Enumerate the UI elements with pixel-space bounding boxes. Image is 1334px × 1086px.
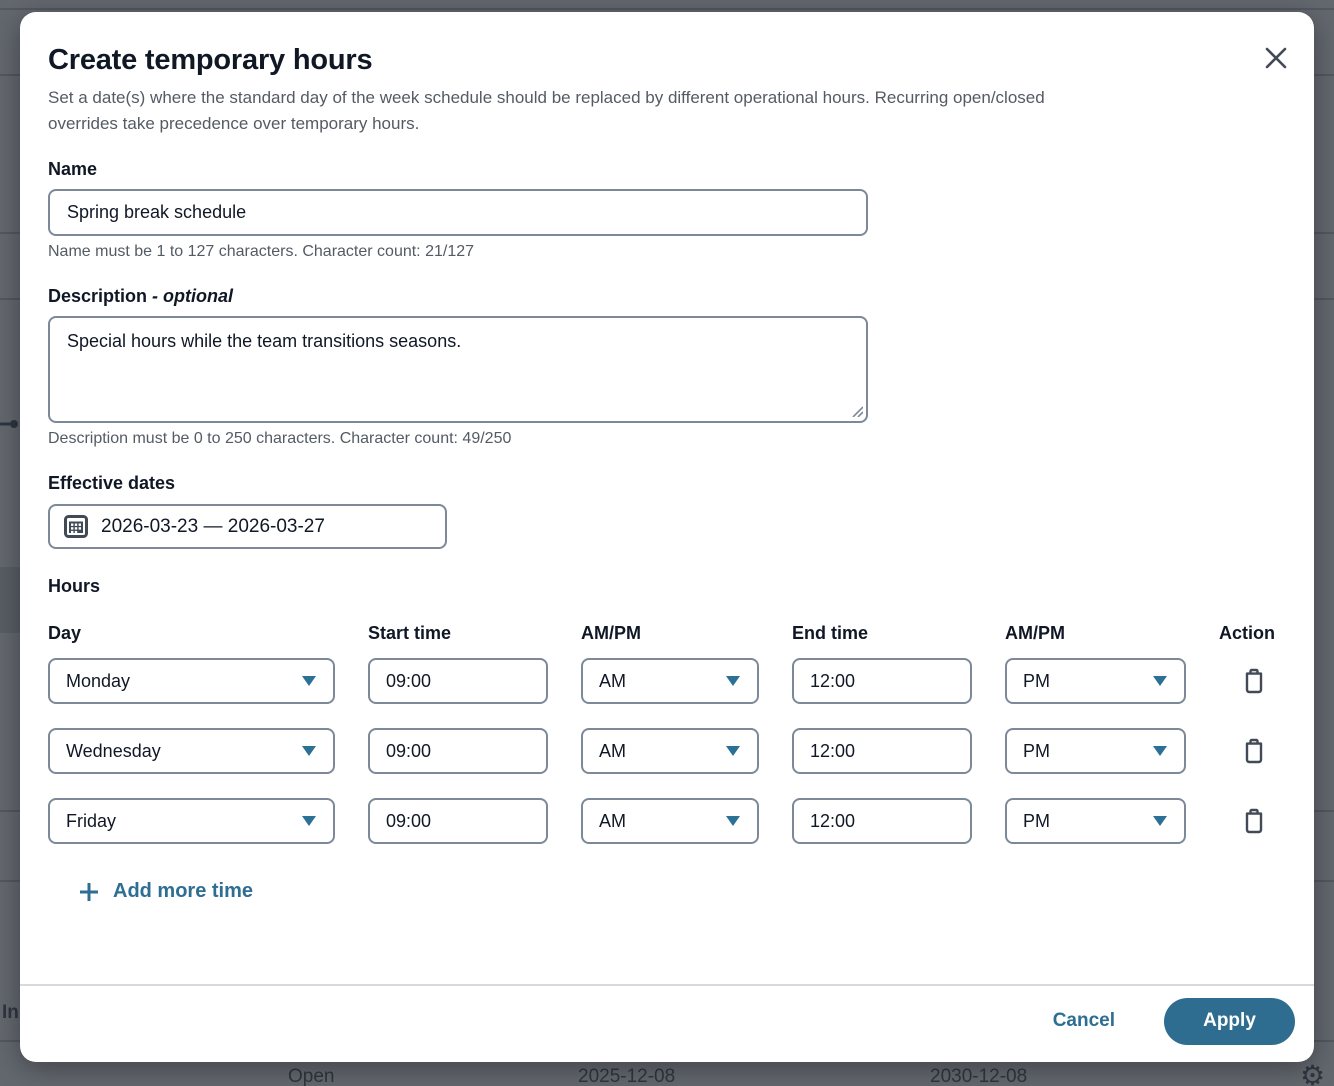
start-ampm-select[interactable]: AM (581, 728, 759, 774)
day-select-value: Monday (66, 670, 131, 691)
description-label: Description - optional (48, 286, 1286, 307)
start-time-input[interactable] (368, 658, 548, 704)
backdrop-cell-open: Open (288, 1066, 335, 1086)
gear-icon: ⚙ (1300, 1060, 1326, 1086)
add-more-time-label: Add more time (113, 880, 254, 902)
column-header-start-time: Start time (368, 623, 452, 643)
day-select-value: Wednesday (66, 740, 161, 761)
hours-table: Day Start time AM/PM End time AM/PM Acti… (48, 623, 1286, 844)
chevron-down-icon (302, 746, 316, 756)
column-header-day: Day (48, 623, 82, 643)
calendar-icon (64, 515, 88, 538)
column-header-ampm: AM/PM (1005, 623, 1065, 643)
backdrop-fragment-left: In (2, 1002, 19, 1023)
cancel-button[interactable]: Cancel (1052, 1010, 1115, 1031)
column-header-action: Action (1219, 623, 1275, 643)
chevron-down-icon (1153, 746, 1167, 756)
chevron-down-icon (1153, 816, 1167, 826)
chevron-down-icon (726, 746, 740, 756)
chevron-down-icon (726, 676, 740, 686)
ampm-select-value: PM (1023, 810, 1050, 831)
day-select-value: Friday (66, 810, 117, 831)
apply-button[interactable]: Apply (1164, 997, 1295, 1045)
ampm-select-value: AM (599, 670, 626, 691)
plus-icon (80, 882, 98, 901)
day-select[interactable]: Monday (48, 658, 335, 704)
ampm-select-value: PM (1023, 740, 1050, 761)
ampm-select-value: AM (599, 810, 626, 831)
start-ampm-select[interactable]: AM (581, 798, 759, 844)
description-textarea[interactable]: Special hours while the team transitions… (48, 316, 868, 423)
delete-row-button[interactable] (1234, 661, 1274, 701)
end-ampm-select[interactable]: PM (1005, 658, 1186, 704)
description-section: Description - optional Special hours whi… (48, 286, 1286, 448)
backdrop-divider (0, 8, 1334, 10)
end-ampm-select[interactable]: PM (1005, 798, 1186, 844)
column-header-ampm: AM/PM (581, 623, 641, 643)
description-constraint-text: Description must be 0 to 250 characters.… (48, 430, 512, 447)
trash-icon (1245, 668, 1262, 694)
close-icon[interactable] (1258, 40, 1294, 76)
name-input[interactable] (48, 189, 868, 236)
effective-dates-label: Effective dates (48, 473, 176, 493)
backdrop-band (0, 567, 20, 633)
add-more-time-button[interactable]: Add more time (78, 880, 253, 903)
name-section: Name Name must be 1 to 127 characters. C… (48, 159, 1286, 261)
name-label: Name (48, 159, 98, 179)
trash-icon (1245, 808, 1262, 834)
description-label-text: Description (48, 286, 148, 306)
start-ampm-select[interactable]: AM (581, 658, 759, 704)
start-time-input[interactable] (368, 798, 548, 844)
chevron-down-icon (302, 676, 316, 686)
backdrop-cell-date: 2030-12-08 (930, 1066, 1028, 1086)
column-header-end-time: End time (792, 623, 869, 643)
date-range-picker[interactable]: 2026-03-23 — 2026-03-27 (48, 504, 447, 549)
chevron-down-icon (302, 816, 316, 826)
chevron-down-icon (726, 816, 740, 826)
effective-dates-section: Effective dates 2026-03-23 — 2026-03-27 (48, 473, 1286, 549)
end-time-input[interactable] (792, 798, 972, 844)
ampm-select-value: AM (599, 740, 626, 761)
dialog-footer: Cancel Apply (20, 984, 1314, 1062)
description-optional-text: - optional (152, 286, 234, 306)
hours-section: Hours Day Start time AM/PM End time AM/P… (48, 576, 1286, 908)
delete-row-button[interactable] (1234, 801, 1274, 841)
dialog-description: Set a date(s) where the standard day of … (48, 85, 1286, 137)
day-select[interactable]: Wednesday (48, 728, 335, 774)
backdrop-fragment-connector (0, 420, 18, 428)
start-time-input[interactable] (368, 728, 548, 774)
end-time-input[interactable] (792, 728, 972, 774)
dialog-title: Create temporary hours (48, 44, 373, 76)
dialog-description-line: overrides take precedence over temporary… (48, 114, 420, 133)
ampm-select-value: PM (1023, 670, 1050, 691)
dialog-description-line: Set a date(s) where the standard day of … (48, 88, 1045, 107)
end-ampm-select[interactable]: PM (1005, 728, 1186, 774)
create-temporary-hours-dialog: Create temporary hours Set a date(s) whe… (20, 12, 1314, 1062)
day-select[interactable]: Friday (48, 798, 335, 844)
hours-label: Hours (48, 576, 101, 596)
date-range-value: 2026-03-23 — 2026-03-27 (101, 515, 325, 537)
backdrop-cell-date: 2025-12-08 (578, 1066, 676, 1086)
trash-icon (1245, 738, 1262, 764)
name-constraint-text: Name must be 1 to 127 characters. Charac… (48, 243, 475, 260)
chevron-down-icon (1153, 676, 1167, 686)
dialog-body: Create temporary hours Set a date(s) whe… (20, 12, 1314, 984)
end-time-input[interactable] (792, 658, 972, 704)
delete-row-button[interactable] (1234, 731, 1274, 771)
